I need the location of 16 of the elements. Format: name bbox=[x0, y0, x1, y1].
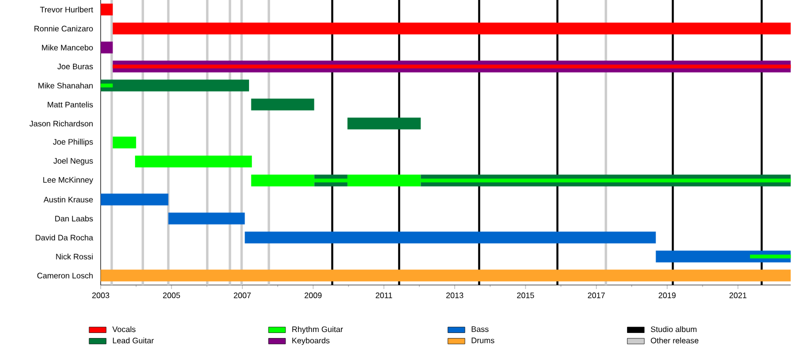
bar bbox=[656, 250, 791, 262]
bar bbox=[112, 136, 136, 148]
bar bbox=[135, 156, 252, 168]
bar bbox=[100, 42, 113, 54]
bar bbox=[112, 64, 791, 68]
bar bbox=[244, 232, 656, 244]
bar bbox=[251, 98, 314, 110]
bar bbox=[100, 270, 791, 282]
bar bbox=[750, 254, 791, 258]
bar bbox=[100, 194, 168, 206]
bar bbox=[100, 80, 250, 92]
bar bbox=[100, 4, 113, 16]
bar bbox=[168, 212, 245, 224]
bar bbox=[112, 22, 791, 34]
bar bbox=[347, 118, 421, 130]
bar bbox=[100, 84, 113, 88]
